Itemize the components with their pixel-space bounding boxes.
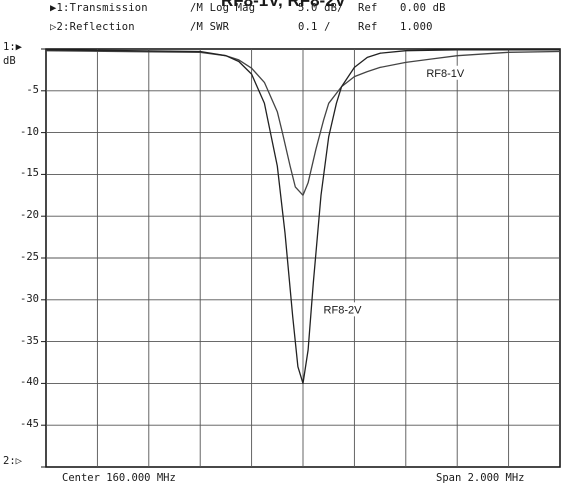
trace2-format: /M SWR [190, 21, 230, 33]
trace1-ref-label: Ref [358, 2, 378, 14]
y-tick-label: -30 [20, 292, 39, 305]
annotation-label: RF8-2V [324, 304, 363, 316]
trace1-format: /M Log Mag [190, 2, 256, 14]
series-line-rf8-1v [45, 50, 561, 196]
trace2-scale: 0.1 / [298, 21, 331, 33]
y-tick-label: -45 [20, 418, 39, 431]
trace1-scale: 5.0 dB/ [298, 2, 344, 14]
annotation-label: RF8-1V [426, 68, 465, 80]
annotation-background [320, 302, 369, 317]
bottom-ref-marker: 2:▷ [3, 455, 22, 467]
trace2-ref-label: Ref [358, 21, 378, 33]
y-tick-label: -10 [20, 125, 39, 138]
y-tick-label: -20 [20, 209, 39, 222]
top-ref-marker: 1:▶ [3, 41, 22, 53]
y-tick-label: -35 [20, 334, 39, 347]
chart-title: RF8-1V, RF8-2V [220, 0, 347, 10]
y-tick-label: -5 [26, 83, 39, 96]
y-tick-label: -25 [20, 251, 39, 263]
y-unit-label: dB [3, 55, 16, 67]
annotation-background [423, 65, 472, 80]
trace2-label: ▷2:Reflection [50, 21, 135, 33]
trace1-label: ▶1:Transmission [50, 2, 148, 14]
center-frequency: Center 160.000 MHz [62, 472, 176, 484]
series-line-rf8-2v [45, 49, 560, 385]
y-tick-label: -15 [20, 167, 39, 180]
trace2-ref-value: 1.000 [400, 21, 433, 33]
y-tick-label: -40 [20, 376, 39, 389]
trace1-ref-value: 0.00 dB [400, 2, 446, 14]
span-frequency: Span 2.000 MHz [436, 472, 525, 484]
